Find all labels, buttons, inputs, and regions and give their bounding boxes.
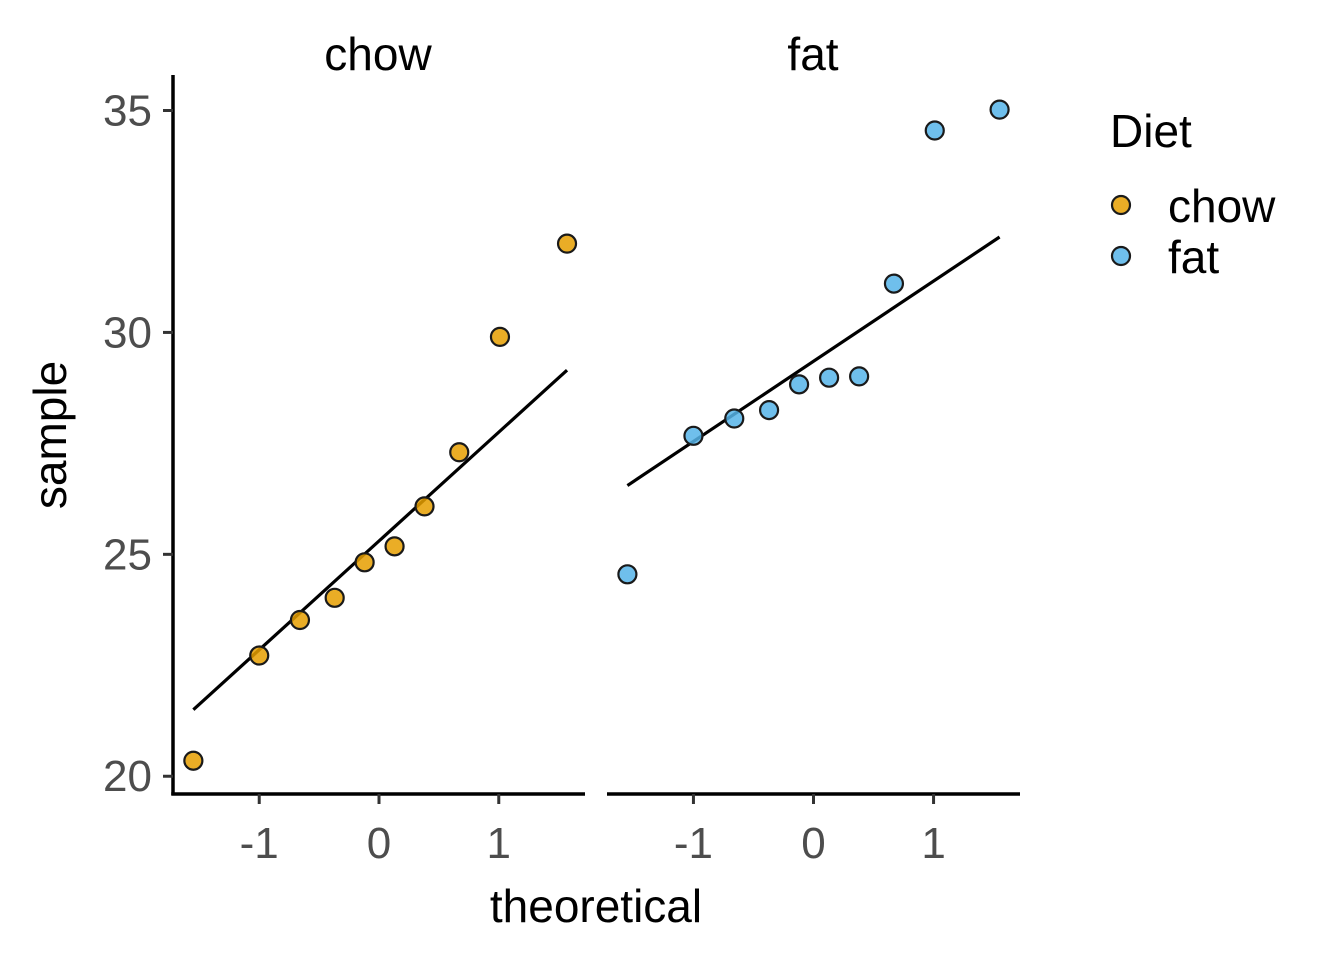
x-tick-label: 1	[921, 819, 945, 868]
strip-label-fat: fat	[787, 28, 838, 80]
data-point-chow	[449, 442, 470, 463]
y-tick-label: 20	[103, 752, 152, 801]
y-axis: 20 25 30 35	[103, 75, 175, 801]
data-point-fat	[758, 399, 780, 421]
data-point-fat	[849, 366, 870, 387]
qq-reference-line-chow	[192, 368, 569, 711]
panel-chow	[183, 233, 578, 771]
x-axis-chow: -1 0 1	[171, 792, 585, 868]
qq-reference-line-fat	[626, 235, 1001, 487]
data-point-chow	[489, 326, 511, 347]
data-point-fat	[788, 374, 810, 395]
strip-label-chow: chow	[324, 28, 432, 80]
data-point-chow	[183, 750, 204, 771]
x-tick-label: 0	[801, 819, 825, 868]
x-tick-label: -1	[674, 819, 713, 868]
x-axis-fat: -1 0 1	[607, 792, 1020, 868]
data-point-chow	[556, 233, 578, 254]
legend-title: Diet	[1110, 105, 1192, 157]
data-point-chow	[324, 587, 345, 608]
data-point-chow	[249, 645, 270, 666]
data-point-chow	[354, 552, 375, 573]
x-tick-label: 0	[367, 819, 391, 868]
legend-label-fat: fat	[1168, 231, 1219, 283]
data-point-fat	[924, 120, 945, 141]
panel-fat	[617, 99, 1010, 585]
data-point-fat	[883, 273, 905, 294]
data-point-chow	[289, 609, 311, 631]
x-axis-title: theoretical	[490, 880, 702, 932]
y-tick-label: 30	[103, 308, 152, 357]
x-tick-label: -1	[240, 819, 279, 868]
data-point-chow	[414, 496, 435, 517]
x-tick-label: 1	[487, 819, 511, 868]
data-point-fat	[683, 425, 704, 446]
data-point-fat	[989, 99, 1010, 120]
y-tick-label: 25	[103, 530, 152, 579]
legend-label-chow: chow	[1168, 180, 1276, 232]
data-point-fat	[819, 367, 840, 388]
data-point-chow	[384, 536, 405, 557]
y-tick-label: 35	[103, 87, 152, 136]
data-point-fat	[617, 564, 638, 585]
data-point-fat	[724, 408, 745, 429]
legend-key-chow	[1110, 194, 1132, 216]
legend-key-fat	[1110, 245, 1132, 267]
legend: Diet chow fat	[1110, 105, 1276, 283]
y-axis-title: sample	[24, 361, 76, 509]
